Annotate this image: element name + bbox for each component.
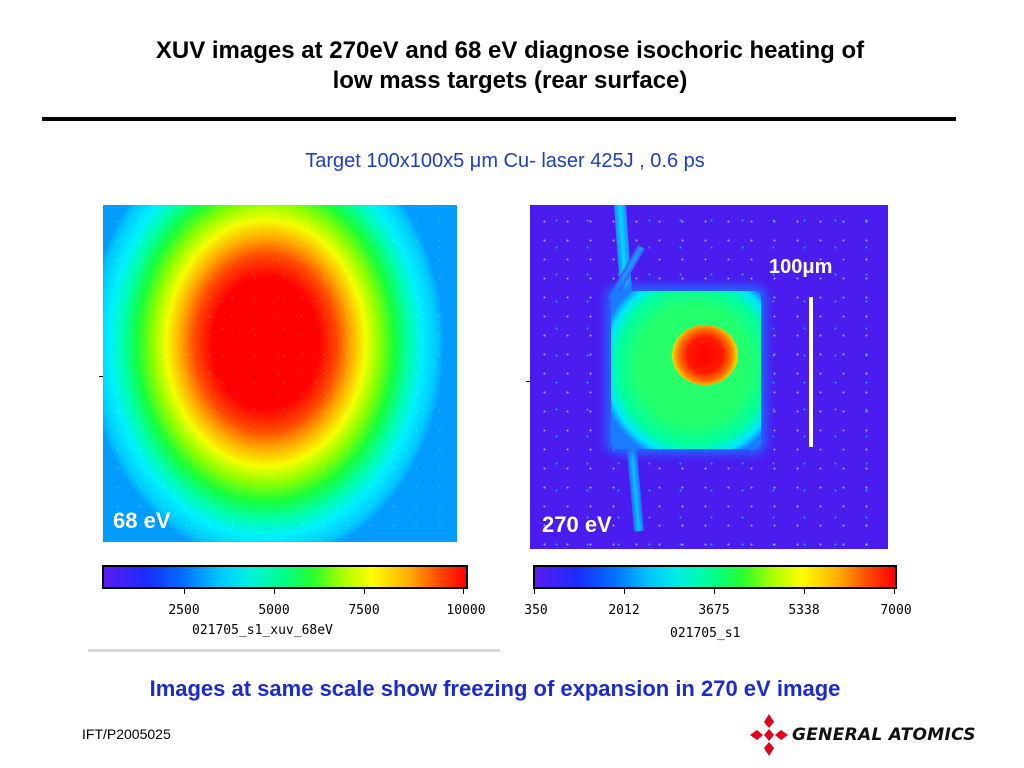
colorbar-270ev-tick (804, 589, 805, 594)
image-68ev-heatmap (103, 205, 457, 542)
xuv-image-270ev: 100μm 270 eV (530, 205, 888, 549)
colorbar-270ev-name: 021705_s1 (670, 626, 741, 641)
image-68ev-edge-tick (99, 376, 103, 377)
xuv-image-68ev: 68 eV (103, 205, 457, 542)
image-270ev-edge-tick (526, 381, 530, 382)
colorbar-270ev-tick-label: 7000 (880, 603, 912, 618)
general-atomics-cross-icon (750, 714, 788, 756)
colorbar-68ev-tick-label: 10000 (446, 603, 486, 618)
colorbar-68ev-tick (463, 589, 464, 594)
colorbar-68ev-tick-label: 2500 (168, 603, 200, 618)
scale-bar (809, 297, 813, 447)
colorbar-68ev-tick-label: 7500 (348, 603, 380, 618)
slide-title-line-1: XUV images at 270eV and 68 eV diagnose i… (155, 37, 865, 64)
colorbar-270ev-tick (714, 589, 715, 594)
image-270ev-label: 270 eV (542, 512, 612, 537)
slide-title-line-2: low mass targets (rear surface) (332, 67, 688, 94)
target-hotspot (672, 325, 738, 385)
image-68ev-label: 68 eV (113, 508, 171, 533)
colorbar-68ev: 2500 5000 7500 10000 021705_s1_xuv_68eV (88, 560, 500, 652)
colorbar-68ev-name: 021705_s1_xuv_68eV (192, 623, 333, 638)
colorbar-270ev-tick-label: 5338 (788, 603, 820, 618)
scale-bar-label: 100μm (769, 256, 833, 278)
colorbar-68ev-gradient (102, 565, 468, 589)
colorbar-68ev-tick-label: 5000 (258, 603, 290, 618)
colorbar-68ev-tick (274, 589, 275, 594)
colorbar-270ev-gradient (533, 565, 897, 589)
colorbar-270ev-tick-label: 350 (524, 603, 548, 618)
colorbar-270ev-tick (624, 589, 625, 594)
colorbar-270ev-tick-label: 2012 (608, 603, 640, 618)
colorbar-270ev-tick-label: 3675 (698, 603, 730, 618)
general-atomics-logo: GENERAL ATOMICS (750, 714, 1000, 756)
title-divider (42, 117, 956, 121)
colorbar-68ev-tick (184, 589, 185, 594)
target-subtitle: Target 100x100x5 μm Cu- laser 425J , 0.6… (305, 150, 705, 172)
conclusion-text: Images at same scale show freezing of ex… (149, 676, 841, 701)
colorbar-68ev-tick (364, 589, 365, 594)
colorbar-68ev-baseline (88, 649, 500, 652)
colorbar-270ev-tick (894, 589, 895, 594)
colorbar-270ev-tick (534, 589, 535, 594)
logo-text: GENERAL ATOMICS (792, 725, 976, 745)
image-68ev-noise (103, 205, 457, 542)
document-id: IFT/P2005025 (82, 726, 171, 742)
colorbar-270ev: 350 2012 3675 5338 7000 021705_s1 (516, 560, 916, 642)
slide-title: XUV images at 270eV and 68 eV diagnose i… (40, 36, 980, 96)
